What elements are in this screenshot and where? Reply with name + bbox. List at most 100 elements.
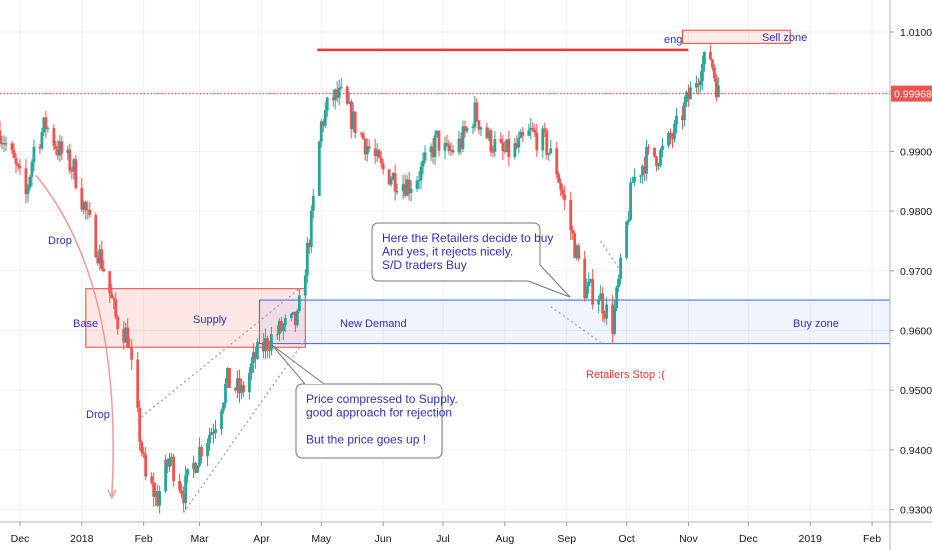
compression-callout-text: good approach for rejection xyxy=(306,406,452,420)
candle-body xyxy=(391,173,395,180)
candle-body xyxy=(114,299,118,317)
retailers-callout-text: Here the Retailers decide to buy xyxy=(382,231,553,245)
candle-body xyxy=(545,130,549,156)
candle-body xyxy=(279,320,283,331)
candle-body xyxy=(655,156,658,167)
candle-body xyxy=(639,175,642,177)
x-tick-label: Apr xyxy=(253,533,270,545)
candle-body xyxy=(712,67,716,79)
candle-body xyxy=(250,363,253,373)
candle-body xyxy=(505,139,509,152)
candle-body xyxy=(613,307,617,334)
candle-body xyxy=(573,233,577,259)
compression-callout-text: Price compressed to Supply. xyxy=(306,392,458,406)
candle-body xyxy=(24,168,28,195)
candle-body xyxy=(489,130,493,152)
candle-body xyxy=(226,367,229,384)
candle-body xyxy=(393,173,397,192)
wedge-lower-line xyxy=(550,306,602,343)
candle-body xyxy=(142,452,146,455)
candle-body xyxy=(597,300,601,305)
candle-body xyxy=(70,170,74,172)
annotations: Drop Base Supply Drop New Demand Buy zone eng S… xyxy=(0,32,890,513)
candle-body xyxy=(309,210,313,248)
candle-body xyxy=(333,89,337,101)
candle-body xyxy=(317,141,321,196)
candle-body xyxy=(16,163,20,167)
candle-body xyxy=(331,97,335,101)
candle-body xyxy=(585,286,589,299)
candle-body xyxy=(555,148,559,175)
candle-body xyxy=(339,86,343,88)
candle-body xyxy=(683,102,686,121)
candle-body xyxy=(100,249,104,269)
new-demand-label: New Demand xyxy=(340,318,407,330)
eng-label: eng xyxy=(664,34,682,46)
x-tick-label: Aug xyxy=(496,533,515,545)
candle-body xyxy=(68,149,72,171)
candle-body xyxy=(295,310,299,326)
candle-body xyxy=(46,128,50,130)
candle-body xyxy=(533,129,537,133)
candle-body xyxy=(184,475,187,504)
candle-body xyxy=(527,130,531,136)
drop-arrow xyxy=(35,174,114,498)
candle-body xyxy=(52,128,56,147)
candle-body xyxy=(557,174,561,183)
x-tick-label: Dec xyxy=(11,533,30,545)
candle-body xyxy=(633,176,636,182)
candle-body xyxy=(641,165,644,176)
x-tick-label: Oct xyxy=(618,533,634,545)
candle-body xyxy=(236,378,239,391)
candle-body xyxy=(264,338,267,352)
candle-body xyxy=(154,491,158,497)
candle-body xyxy=(419,166,423,181)
candle-body xyxy=(695,83,698,88)
candle-body xyxy=(283,318,287,326)
candle-body xyxy=(102,268,106,272)
candle-body xyxy=(563,194,567,201)
candle-body xyxy=(661,145,664,151)
candle-body xyxy=(710,59,714,68)
candle-body xyxy=(465,127,469,132)
candle-body xyxy=(687,92,690,100)
candle-body xyxy=(359,133,363,135)
candle-body xyxy=(80,187,84,210)
candle-body xyxy=(293,311,297,326)
base-label: Base xyxy=(73,318,98,330)
candle-body xyxy=(501,142,505,152)
candle-body xyxy=(487,130,491,139)
candle-body xyxy=(212,432,215,434)
candle-body xyxy=(2,142,6,145)
candle-body xyxy=(311,195,315,211)
drop-label: Drop xyxy=(48,235,72,247)
candle-body xyxy=(517,137,521,148)
candle-body xyxy=(210,432,213,435)
candle-body xyxy=(4,143,8,145)
compression-callout: Price compressed to Supply.good approach… xyxy=(271,344,458,459)
candle-body xyxy=(291,311,295,314)
candle-body xyxy=(86,209,90,211)
candle-body xyxy=(503,151,507,153)
candle-body xyxy=(477,120,481,130)
candle-body xyxy=(124,327,128,343)
candle-body xyxy=(242,385,245,393)
candles xyxy=(0,44,720,514)
candle-body xyxy=(433,135,437,158)
candle-body xyxy=(363,139,367,155)
x-tick-label: May xyxy=(311,533,332,545)
candle-body xyxy=(513,143,517,157)
buy-zone-label: Buy zone xyxy=(793,318,839,330)
candle-body xyxy=(303,275,307,296)
candle-body xyxy=(515,143,519,148)
candle-body xyxy=(463,126,467,132)
candle-body xyxy=(238,378,241,394)
candle-body xyxy=(319,121,323,142)
candle-body xyxy=(44,117,48,129)
candle-body xyxy=(629,182,632,220)
